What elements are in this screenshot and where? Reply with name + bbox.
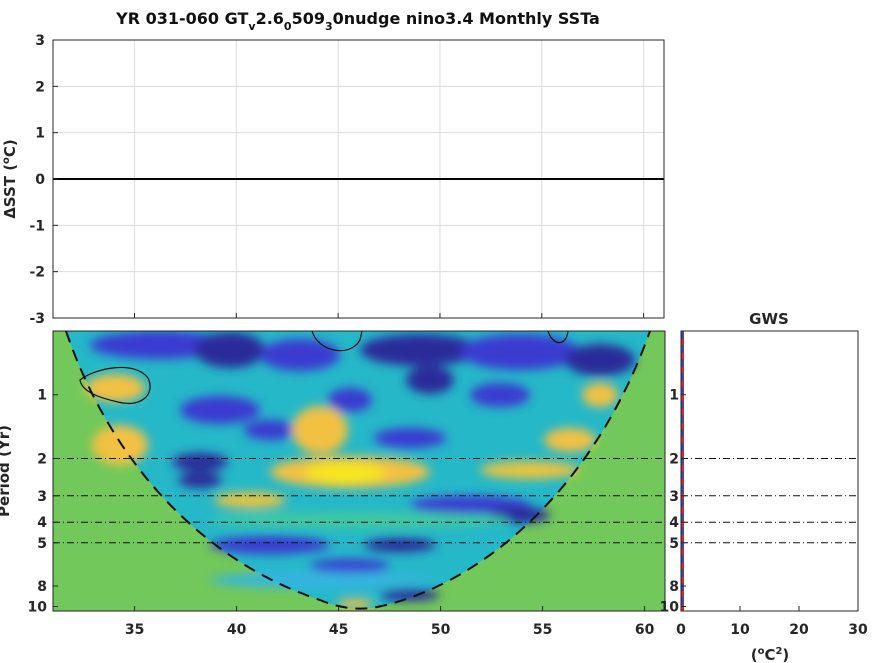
gws-x-ticks: 0 10 20 30 — [676, 606, 868, 638]
time-series-y-tick-label: -1 — [29, 218, 45, 234]
wavelet-frame — [52, 330, 666, 612]
time-series-panel: 3 2 1 0 -1 -2 -3 ΔSST (oC) — [1, 33, 665, 327]
gws-y-tick-label: 4 — [669, 515, 679, 531]
gws-y-tick-label: 10 — [660, 600, 680, 616]
time-series-y-tick-label: 2 — [35, 79, 45, 95]
significance-contour — [547, 331, 569, 344]
significance-contour — [79, 366, 151, 404]
cone-of-influence — [65, 331, 651, 610]
time-series-y-tick-label: 3 — [35, 33, 45, 49]
time-series-y-tick-label: 1 — [35, 126, 45, 142]
gws-panel: GWS 1 2 3 4 5 8 10 0 10 20 30 (oC2) — [660, 310, 868, 663]
gws-x-tick-label: 20 — [789, 622, 809, 638]
time-series-y-tick-label: 0 — [35, 172, 45, 188]
wavelet-y-label: Period (Yr) — [0, 425, 13, 517]
time-series-y-ticks: 3 2 1 0 -1 -2 -3 — [29, 33, 58, 327]
time-series-y-tick-label: -3 — [29, 311, 45, 327]
gws-y-tick-label: 5 — [669, 536, 679, 552]
gws-x-tick-label: 0 — [676, 622, 686, 638]
gws-title: GWS — [749, 310, 789, 328]
gws-x-tick-label: 30 — [848, 622, 868, 638]
wavelet-y-tick-label: 2 — [37, 451, 47, 467]
gws-y-tick-label: 2 — [669, 451, 679, 467]
wavelet-y-tick-label: 8 — [37, 579, 47, 595]
figure-title: YR 031-060 GTv2.6050930nudge nino3.4 Mon… — [115, 9, 600, 33]
significance-contour — [311, 331, 363, 352]
gws-y-tick-label: 3 — [669, 489, 679, 505]
wavelet-y-tick-label: 1 — [37, 388, 47, 404]
wavelet-y-tick-label: 10 — [28, 600, 48, 616]
wavelet-x-tick-label: 60 — [635, 622, 655, 638]
gws-x-tick-label: 10 — [730, 622, 750, 638]
wavelet-x-tick-label: 55 — [533, 622, 552, 638]
wavelet-x-tick-label: 50 — [431, 622, 451, 638]
wavelet-x-ticks: 35 40 45 50 55 60 — [125, 606, 655, 638]
wavelet-cone-fill — [66, 331, 650, 609]
gws-x-label: (oC2) — [751, 646, 790, 663]
wavelet-y-tick-label: 5 — [37, 536, 47, 552]
gws-frame — [680, 330, 859, 612]
wavelet-y-tick-label: 3 — [37, 489, 47, 505]
gws-y-ticks: 1 2 3 4 5 8 10 — [660, 388, 686, 616]
gws-y-tick-label: 1 — [669, 388, 679, 404]
wavelet-x-tick-label: 40 — [227, 622, 247, 638]
wavelet-x-tick-label: 45 — [329, 622, 348, 638]
time-series-y-label: ΔSST (oC) — [1, 139, 19, 219]
wavelet-y-ticks: 1 2 3 4 5 8 10 — [28, 388, 58, 616]
gws-reference-periods — [681, 457, 858, 544]
wavelet-y-tick-label: 4 — [37, 515, 47, 531]
wavelet-x-tick-label: 35 — [125, 622, 144, 638]
wavelet-reference-periods — [53, 457, 665, 544]
gws-y-tick-label: 8 — [669, 579, 679, 595]
time-series-y-tick-label: -2 — [29, 265, 45, 281]
gws-plot-area — [681, 331, 858, 611]
